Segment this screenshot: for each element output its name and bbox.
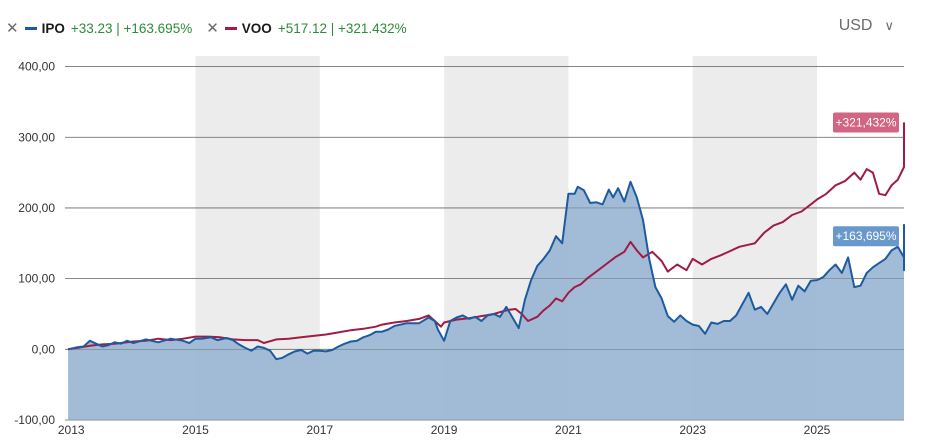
ipo-series-line bbox=[67, 180, 905, 361]
legend-ticker-voo: VOO bbox=[241, 20, 272, 36]
legend-swatch-voo bbox=[224, 26, 237, 30]
legend-item-voo: ✕ VOO +517.12 | +321.432% bbox=[206, 19, 406, 37]
x-tick-label: 2017 bbox=[306, 423, 333, 437]
legend-swatch-ipo bbox=[24, 26, 37, 30]
y-tick-label: 0,00 bbox=[32, 342, 56, 356]
voo-end-label-bg bbox=[833, 112, 899, 133]
x-tick-label: 2013 bbox=[58, 423, 85, 437]
y-tick-label: 300,00 bbox=[18, 130, 55, 144]
ipo-end-label: +163,695% bbox=[835, 229, 896, 243]
currency-selector[interactable]: USD ∨ bbox=[839, 17, 894, 35]
close-icon[interactable]: ✕ bbox=[6, 20, 19, 37]
ipo-end-label-bg bbox=[833, 226, 899, 247]
x-tick-label: 2023 bbox=[679, 423, 706, 437]
x-tick-label: 2021 bbox=[555, 423, 582, 437]
chart-legend: ✕ IPO +33.23 | +163.695% ✕ VOO +517.12 |… bbox=[6, 18, 421, 38]
currency-label: USD bbox=[838, 17, 873, 34]
legend-change-ipo: +33.23 | +163.695% bbox=[70, 20, 193, 36]
x-tick-label: 2025 bbox=[804, 423, 831, 437]
voo-end-label: +321,432% bbox=[835, 115, 896, 129]
legend-change-voo: +517.12 | +321.432% bbox=[277, 20, 407, 36]
y-tick-label: -100,00 bbox=[14, 413, 55, 427]
y-tick-label: 200,00 bbox=[18, 201, 55, 215]
chevron-down-icon: ∨ bbox=[884, 18, 894, 33]
y-tick-label: 400,00 bbox=[18, 60, 55, 74]
x-tick-label: 2019 bbox=[431, 423, 458, 437]
close-icon[interactable]: ✕ bbox=[206, 20, 219, 37]
y-tick-label: 100,00 bbox=[18, 272, 55, 286]
ipo-area bbox=[68, 181, 905, 420]
legend-ticker-ipo: IPO bbox=[41, 20, 65, 36]
voo-series-line bbox=[67, 122, 905, 351]
x-tick-label: 2015 bbox=[182, 423, 209, 437]
legend-item-ipo: ✕ IPO +33.23 | +163.695% bbox=[6, 19, 192, 37]
